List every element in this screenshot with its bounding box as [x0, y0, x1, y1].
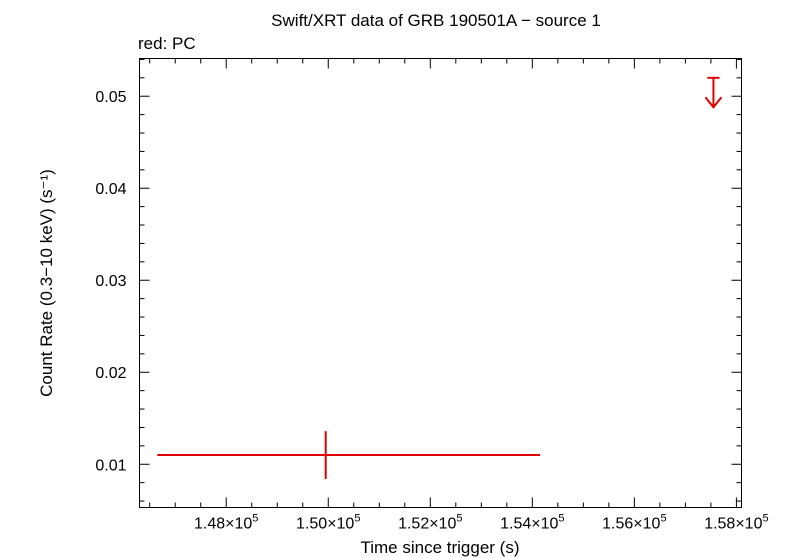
x-tick-label: 1.56×105	[602, 513, 666, 533]
y-tick-label: 0.01	[95, 457, 126, 474]
data-series	[157, 76, 723, 479]
chart-title: Swift/XRT data of GRB 190501A − source 1	[271, 11, 601, 30]
x-axis-label: Time since trigger (s)	[360, 538, 519, 557]
chart-subtitle: red: PC	[138, 34, 196, 53]
y-axis-label: Count Rate (0.3−10 keV) (s⁻¹)	[37, 169, 56, 397]
y-tick-label: 0.05	[95, 89, 126, 106]
y-tick-label: 0.02	[95, 365, 126, 382]
axis-tick-labels: 1.48×105 1.50×105 1.52×105 1.54×105 1.56×105…	[95, 89, 768, 532]
axis-ticks	[139, 58, 742, 508]
x-tick-label: 1.54×105	[500, 513, 564, 533]
upper-limit-arrowhead	[704, 96, 723, 109]
plot-frame	[139, 58, 742, 508]
x-tick-label: 1.48×105	[194, 513, 258, 533]
x-tick-label: 1.58×105	[704, 513, 768, 533]
y-tick-label: 0.04	[95, 181, 126, 198]
y-tick-label: 0.03	[95, 273, 126, 290]
x-tick-label: 1.50×105	[296, 513, 360, 533]
x-tick-label: 1.52×105	[398, 513, 462, 533]
